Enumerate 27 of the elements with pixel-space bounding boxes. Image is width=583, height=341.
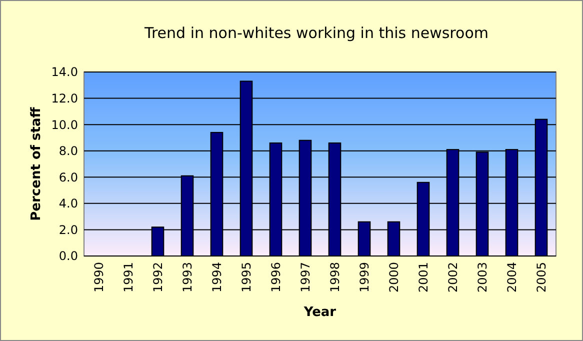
x-tick-label: 2003 — [475, 262, 490, 293]
x-axis-title: Year — [302, 305, 337, 320]
x-tick-label: 2004 — [504, 262, 519, 293]
x-tick-label: 1997 — [298, 262, 312, 293]
x-tick-label: 1999 — [357, 262, 372, 293]
x-tick-label: 1998 — [328, 262, 342, 293]
y-tick-label: 0.0 — [58, 249, 78, 264]
x-tick-label: 1992 — [150, 262, 165, 293]
y-tick-label: 14.0 — [51, 65, 78, 80]
y-tick-label: 10.0 — [51, 118, 78, 132]
x-tick-label: 1994 — [210, 262, 224, 293]
y-axis-title: Percent of staff — [29, 106, 44, 221]
x-tick-label: 2000 — [386, 262, 401, 293]
x-tick-label: 2005 — [534, 262, 548, 293]
y-tick-label: 4.0 — [58, 196, 78, 211]
x-tick-label: 2001 — [416, 262, 430, 293]
y-tick-label: 2.0 — [58, 222, 78, 237]
x-tick-label: 1996 — [268, 262, 283, 293]
x-tick-label: 1993 — [180, 262, 194, 293]
x-tick-label: 1990 — [92, 262, 106, 293]
y-tick-label: 6.0 — [58, 170, 78, 184]
chart-title: Trend in non-whites working in this newsroom — [144, 24, 488, 42]
y-tick-label: 8.0 — [58, 144, 78, 158]
x-tick-label: 1995 — [239, 262, 254, 293]
x-tick-label: 1991 — [121, 262, 136, 293]
y-tick-label: 12.0 — [51, 91, 78, 106]
x-tick-label: 2002 — [446, 262, 460, 293]
